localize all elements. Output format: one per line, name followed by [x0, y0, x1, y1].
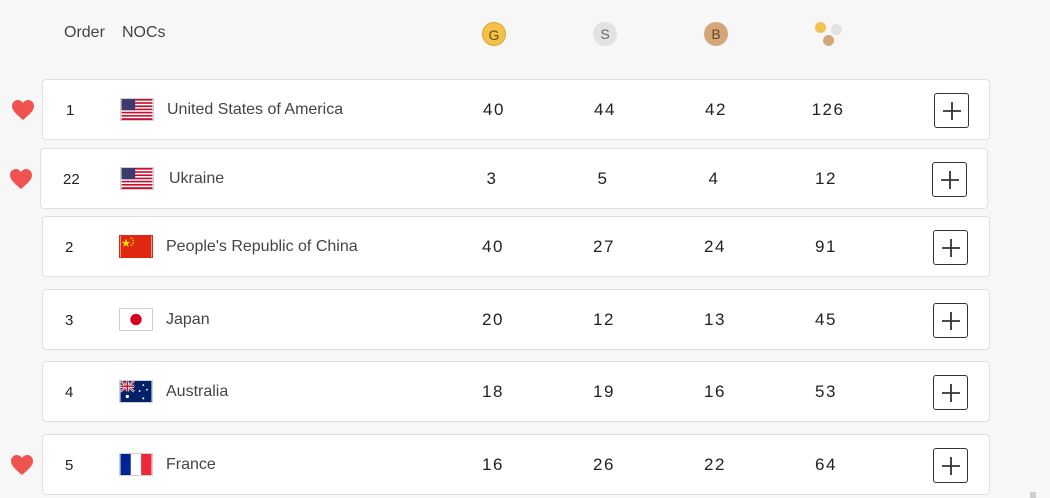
row-order: 2 — [65, 239, 74, 256]
total-count: 53 — [815, 382, 837, 401]
expand-row-button[interactable] — [933, 303, 968, 338]
bronze-count: 22 — [704, 455, 726, 474]
expand-row-button[interactable] — [934, 93, 969, 128]
silver-count: 5 — [597, 169, 609, 188]
row-order: 3 — [65, 312, 74, 329]
france-flag-icon — [119, 453, 153, 476]
table-row: 4 Australia 18 19 16 53 — [42, 361, 990, 422]
country-name: Ukraine — [169, 170, 225, 187]
country-name: Australia — [166, 383, 229, 400]
favorite-heart-icon[interactable] — [9, 168, 33, 190]
silver-count: 19 — [593, 382, 615, 401]
nocs-header: NOCs — [122, 24, 166, 41]
table-row: 22 Ukraine 3 5 4 12 — [40, 148, 988, 209]
bronze-count: 16 — [704, 382, 726, 401]
gold-count: 40 — [482, 237, 504, 256]
country-name: People's Republic of China — [166, 238, 358, 255]
total-count: 45 — [815, 310, 837, 329]
country-name: Japan — [166, 311, 210, 328]
table-row: 2 People's Republic of China 40 27 24 91 — [42, 216, 990, 277]
expand-row-button[interactable] — [933, 230, 968, 265]
table-header: Order NOCs G S B — [0, 0, 1050, 70]
bronze-count: 24 — [704, 237, 726, 256]
total-medals-icon — [815, 22, 845, 48]
japan-flag-icon — [119, 308, 153, 331]
silver-count: 12 — [593, 310, 615, 329]
expand-row-button[interactable] — [933, 375, 968, 410]
table-row: 3 Japan 20 12 13 45 — [42, 289, 990, 350]
silver-count: 26 — [593, 455, 615, 474]
china-flag-icon — [119, 235, 153, 258]
total-count: 64 — [815, 455, 837, 474]
plus-icon — [941, 383, 960, 402]
gold-count: 40 — [483, 100, 505, 119]
total-count: 126 — [811, 100, 845, 119]
row-order: 5 — [65, 457, 74, 474]
silver-count: 27 — [593, 237, 615, 256]
country-name: United States of America — [167, 101, 344, 118]
bronze-count: 42 — [705, 100, 727, 119]
gold-count: 18 — [482, 382, 504, 401]
order-header: Order — [64, 24, 105, 41]
expand-row-button[interactable] — [933, 448, 968, 483]
gold-count: 16 — [482, 455, 504, 474]
row-order: 1 — [66, 102, 75, 119]
row-order: 22 — [63, 171, 80, 188]
total-count: 12 — [815, 169, 837, 188]
bronze-medal-icon: B — [704, 22, 728, 46]
table-row: 1 United States of America 40 44 42 126 — [42, 79, 990, 140]
plus-icon — [942, 101, 961, 120]
gold-count: 20 — [482, 310, 504, 329]
table-row: 5 France 16 26 22 64 — [42, 434, 990, 495]
total-count: 91 — [815, 237, 837, 256]
usa-flag-icon — [120, 167, 154, 190]
silver-count: 44 — [594, 100, 616, 119]
scroll-corner — [1030, 492, 1036, 498]
favorite-heart-icon[interactable] — [10, 454, 34, 476]
bronze-count: 13 — [704, 310, 726, 329]
expand-row-button[interactable] — [932, 162, 967, 197]
usa-flag-icon — [120, 98, 154, 121]
australia-flag-icon — [119, 380, 153, 403]
row-order: 4 — [65, 384, 74, 401]
favorite-heart-icon[interactable] — [11, 99, 35, 121]
silver-medal-icon: S — [593, 22, 617, 46]
bronze-count: 4 — [708, 169, 720, 188]
gold-medal-icon: G — [482, 22, 506, 46]
plus-icon — [941, 311, 960, 330]
country-name: France — [166, 456, 216, 473]
gold-count: 3 — [486, 169, 498, 188]
plus-icon — [941, 238, 960, 257]
plus-icon — [940, 170, 959, 189]
plus-icon — [941, 456, 960, 475]
